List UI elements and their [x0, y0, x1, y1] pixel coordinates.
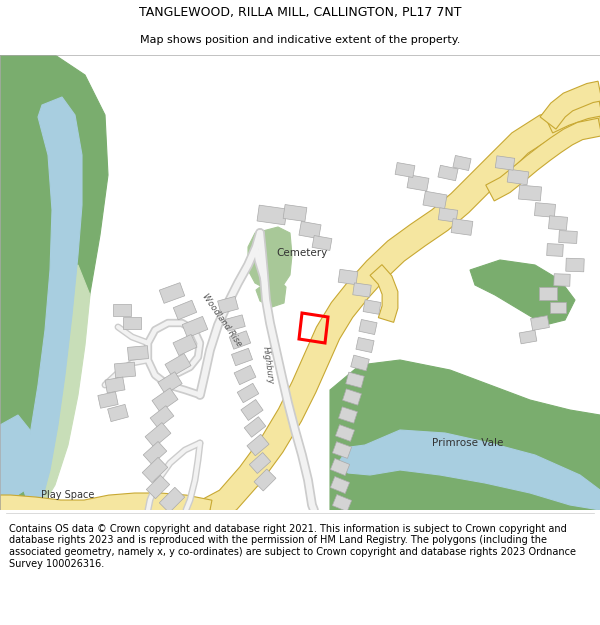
- Polygon shape: [370, 264, 398, 322]
- Polygon shape: [346, 372, 364, 388]
- Polygon shape: [351, 355, 369, 371]
- Polygon shape: [283, 204, 307, 221]
- Polygon shape: [343, 389, 361, 405]
- Polygon shape: [507, 169, 529, 185]
- Polygon shape: [470, 260, 575, 325]
- Polygon shape: [530, 316, 550, 331]
- Polygon shape: [98, 392, 118, 408]
- Polygon shape: [331, 476, 350, 494]
- Polygon shape: [338, 269, 358, 285]
- Polygon shape: [338, 407, 358, 423]
- Polygon shape: [145, 422, 171, 447]
- Polygon shape: [254, 469, 276, 491]
- Polygon shape: [256, 279, 286, 307]
- Polygon shape: [173, 300, 197, 320]
- Text: Cemetery: Cemetery: [277, 248, 328, 258]
- Polygon shape: [453, 156, 471, 171]
- Polygon shape: [559, 231, 577, 244]
- Polygon shape: [249, 452, 271, 474]
- Polygon shape: [123, 317, 141, 329]
- Polygon shape: [495, 156, 515, 170]
- Polygon shape: [159, 488, 185, 512]
- Polygon shape: [451, 219, 473, 236]
- Polygon shape: [159, 282, 185, 303]
- Polygon shape: [535, 202, 556, 217]
- Polygon shape: [257, 205, 287, 225]
- Polygon shape: [566, 258, 584, 272]
- Polygon shape: [182, 316, 208, 338]
- Polygon shape: [146, 476, 170, 499]
- Polygon shape: [438, 165, 458, 181]
- Polygon shape: [244, 417, 266, 437]
- Text: Map shows position and indicative extent of the property.: Map shows position and indicative extent…: [140, 34, 460, 44]
- Polygon shape: [519, 330, 537, 344]
- Polygon shape: [127, 346, 149, 361]
- Polygon shape: [218, 296, 238, 314]
- Polygon shape: [152, 388, 178, 412]
- Polygon shape: [143, 441, 167, 464]
- Polygon shape: [158, 372, 182, 394]
- Polygon shape: [22, 97, 82, 503]
- Polygon shape: [248, 227, 292, 290]
- Polygon shape: [335, 424, 355, 441]
- Polygon shape: [229, 331, 251, 349]
- Polygon shape: [330, 360, 600, 510]
- Polygon shape: [359, 319, 377, 334]
- Polygon shape: [0, 493, 212, 520]
- Polygon shape: [234, 365, 256, 385]
- Polygon shape: [423, 191, 447, 209]
- Polygon shape: [518, 185, 542, 201]
- Polygon shape: [353, 283, 371, 297]
- Polygon shape: [547, 244, 563, 256]
- Polygon shape: [356, 338, 374, 352]
- Polygon shape: [113, 304, 131, 316]
- Polygon shape: [105, 377, 125, 393]
- Polygon shape: [150, 406, 174, 428]
- Text: Contains OS data © Crown copyright and database right 2021. This information is : Contains OS data © Crown copyright and d…: [9, 524, 576, 569]
- Polygon shape: [332, 494, 352, 511]
- Polygon shape: [225, 315, 245, 331]
- Polygon shape: [299, 221, 321, 239]
- Polygon shape: [407, 175, 429, 191]
- Polygon shape: [332, 442, 352, 458]
- Polygon shape: [550, 301, 566, 312]
- Polygon shape: [241, 399, 263, 421]
- Polygon shape: [544, 94, 600, 133]
- Polygon shape: [0, 55, 108, 510]
- Polygon shape: [363, 300, 381, 314]
- Text: Highbury: Highbury: [261, 346, 275, 384]
- Polygon shape: [554, 274, 570, 286]
- Polygon shape: [232, 348, 253, 366]
- Polygon shape: [331, 459, 350, 476]
- Polygon shape: [237, 383, 259, 402]
- Polygon shape: [438, 208, 458, 222]
- Polygon shape: [312, 236, 332, 251]
- Polygon shape: [0, 415, 32, 503]
- Text: Woodland Rise: Woodland Rise: [200, 292, 244, 348]
- Text: TANGLEWOOD, RILLA MILL, CALLINGTON, PL17 7NT: TANGLEWOOD, RILLA MILL, CALLINGTON, PL17…: [139, 6, 461, 19]
- Polygon shape: [25, 265, 90, 510]
- Polygon shape: [340, 430, 600, 510]
- Polygon shape: [173, 334, 197, 356]
- Text: Primrose Vale: Primrose Vale: [433, 438, 503, 448]
- Polygon shape: [115, 362, 136, 378]
- Polygon shape: [539, 286, 557, 299]
- Polygon shape: [142, 458, 168, 482]
- Polygon shape: [107, 404, 128, 422]
- Text: Play Space: Play Space: [41, 490, 95, 500]
- Polygon shape: [548, 216, 568, 230]
- Polygon shape: [486, 118, 600, 201]
- Polygon shape: [540, 81, 600, 129]
- Polygon shape: [165, 354, 191, 376]
- Polygon shape: [203, 104, 600, 521]
- Polygon shape: [395, 162, 415, 177]
- Polygon shape: [247, 434, 269, 456]
